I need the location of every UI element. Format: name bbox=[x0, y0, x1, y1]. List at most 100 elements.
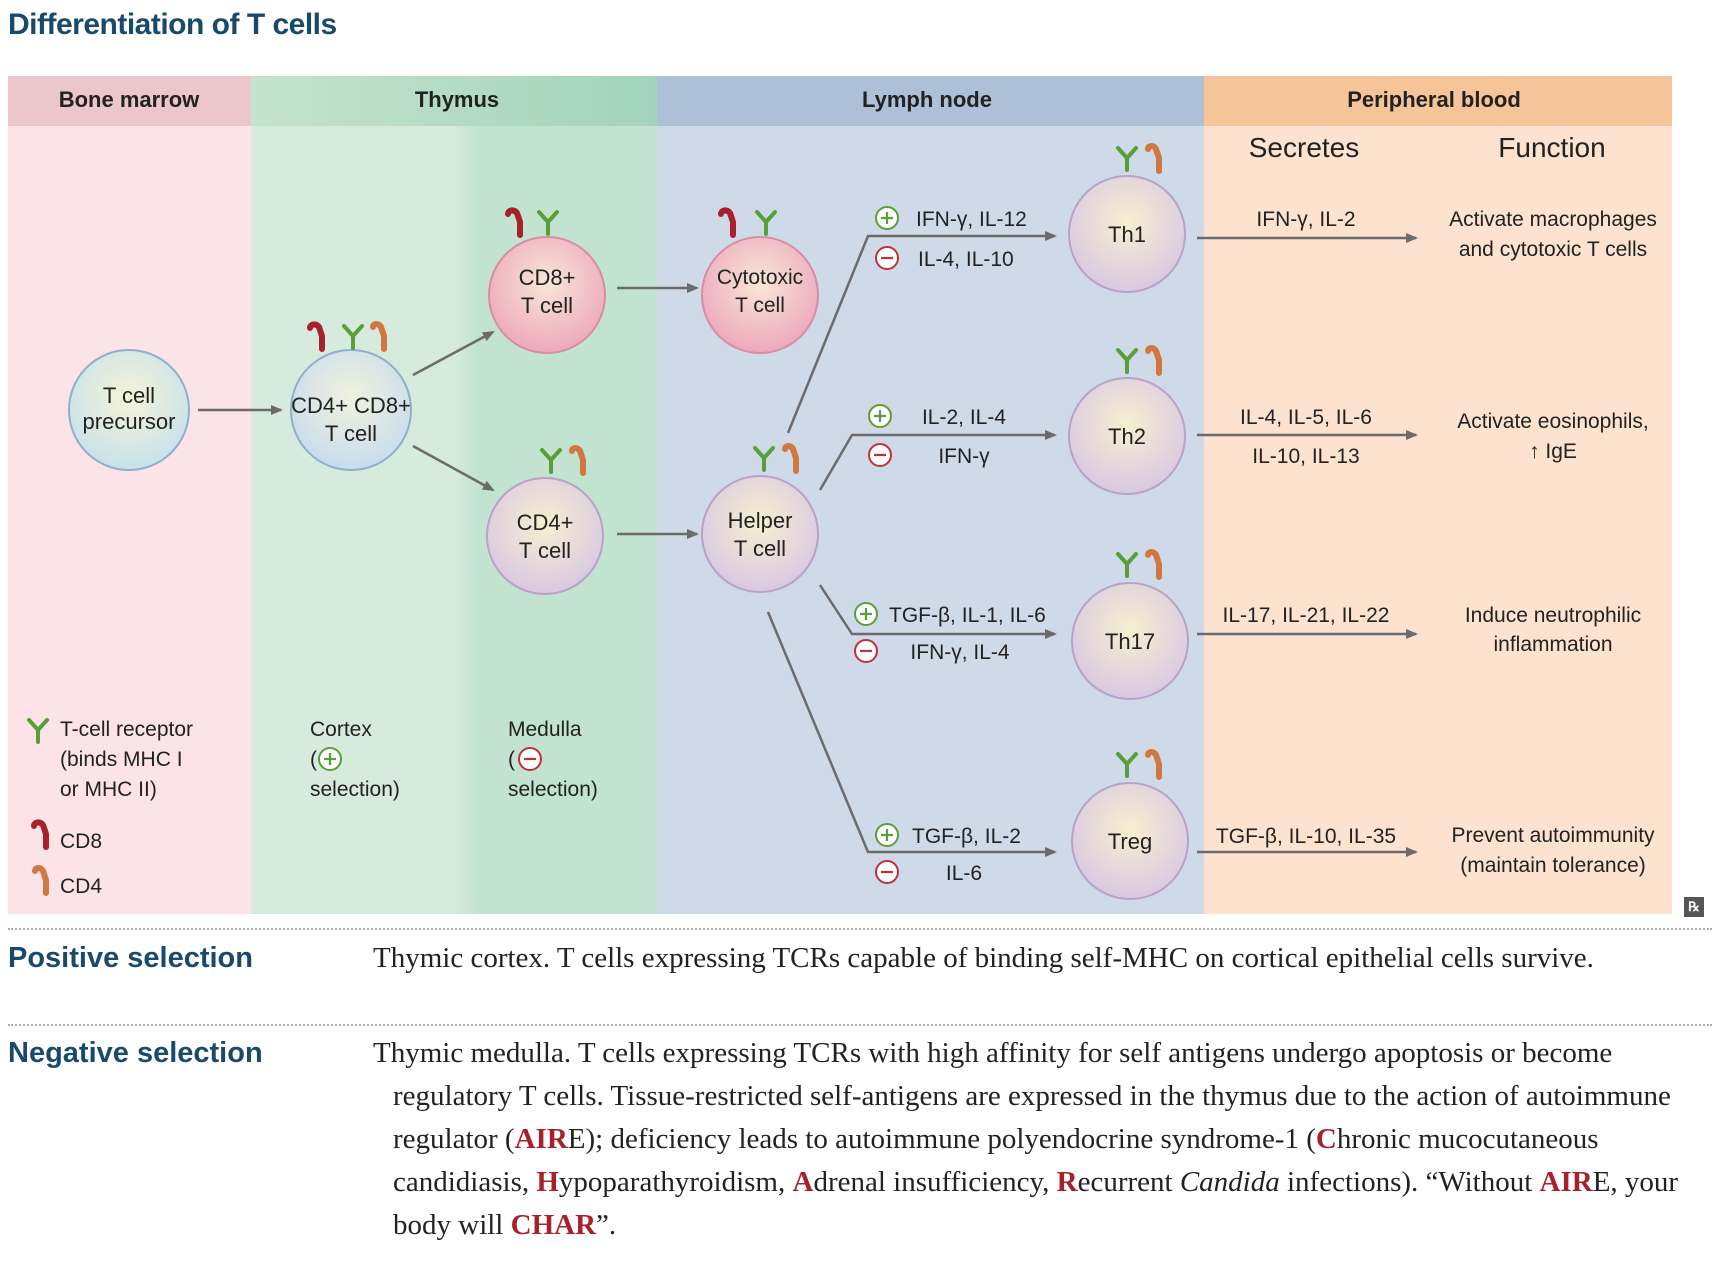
t-cell-precursor: T cell precursor bbox=[68, 349, 190, 471]
lymph-node-header-bar bbox=[657, 76, 1204, 126]
rx-badge: ℞ bbox=[1684, 897, 1704, 917]
t-cell-differentiation-diagram: Bone marrow Thymus Lymph node Peripheral… bbox=[8, 76, 1672, 914]
svg-text:T cell: T cell bbox=[521, 293, 573, 318]
svg-text:precursor: precursor bbox=[83, 409, 176, 434]
svg-text:CD4+ CD8+: CD4+ CD8+ bbox=[291, 393, 411, 418]
svg-text:TGF-β, IL-2: TGF-β, IL-2 bbox=[912, 825, 1021, 848]
minus-icon bbox=[517, 746, 543, 772]
peripheral-blood-header: Peripheral blood bbox=[1347, 87, 1521, 112]
svg-text:(binds MHC I: (binds MHC I bbox=[60, 748, 183, 771]
minus-icon bbox=[867, 442, 893, 468]
arrow-helper-to-th1 bbox=[786, 231, 1057, 434]
arrow-helper-to-treg bbox=[766, 611, 1057, 857]
flow-arrows bbox=[198, 231, 1418, 857]
svg-text:Th2: Th2 bbox=[1108, 424, 1146, 449]
plus-icon bbox=[874, 205, 900, 231]
plus-icon bbox=[317, 746, 343, 772]
svg-text:IL-6: IL-6 bbox=[946, 862, 982, 885]
svg-text:IFN-γ, IL-4: IFN-γ, IL-4 bbox=[910, 641, 1009, 664]
th2-function-line1: Activate eosinophils, bbox=[1457, 410, 1648, 433]
svg-text:CD8+: CD8+ bbox=[519, 265, 576, 290]
svg-text:selection): selection) bbox=[508, 778, 598, 801]
function-column-title: Function bbox=[1498, 132, 1605, 163]
negative-selection-label: Negative selection bbox=[8, 1037, 263, 1069]
th1-function-line2: and cytotoxic T cells bbox=[1459, 238, 1647, 261]
th1-secretes: IFN-γ, IL-2 bbox=[1256, 208, 1355, 231]
plus-icon bbox=[853, 601, 879, 627]
svg-text:T cell: T cell bbox=[519, 538, 571, 563]
positive-selection-label: Positive selection bbox=[8, 942, 253, 974]
divider bbox=[8, 928, 1712, 930]
legend: T-cell receptor (binds MHC I or MHC II) … bbox=[27, 718, 598, 898]
arrow-helper-to-th2 bbox=[818, 430, 1057, 491]
treg-function-line1: Prevent autoimmunity bbox=[1451, 824, 1655, 847]
minus-icon bbox=[853, 638, 879, 664]
th17-secretes: IL-17, IL-21, IL-22 bbox=[1223, 604, 1390, 627]
svg-text:T cell: T cell bbox=[325, 421, 377, 446]
svg-text:(: ( bbox=[310, 748, 317, 771]
treg-cell: Treg bbox=[1071, 752, 1189, 900]
secretes-column-title: Secretes bbox=[1249, 132, 1360, 163]
th17-inducers: TGF-β, IL-1, IL-6 IFN-γ, IL-4 bbox=[853, 601, 1046, 664]
svg-text:IFN-γ, IL-12: IFN-γ, IL-12 bbox=[916, 208, 1027, 231]
treg-function-line2: (maintain tolerance) bbox=[1460, 854, 1646, 877]
th1-inducers: IFN-γ, IL-12 IL-4, IL-10 bbox=[874, 205, 1027, 271]
thymus-header: Thymus bbox=[415, 87, 499, 112]
svg-text:Helper: Helper bbox=[728, 508, 793, 533]
svg-text:Medulla: Medulla bbox=[508, 718, 582, 741]
positive-selection-text: Thymic cortex. T cells expressing TCRs c… bbox=[373, 942, 1594, 974]
thymus-panel bbox=[251, 76, 657, 914]
svg-text:or MHC II): or MHC II) bbox=[60, 778, 157, 801]
arrow-dp-to-cd8 bbox=[412, 330, 495, 377]
svg-text:Treg: Treg bbox=[1108, 829, 1152, 854]
cd4-cd8-double-positive-t-cell: CD4+ CD8+ T cell bbox=[290, 324, 412, 471]
svg-text:CD4: CD4 bbox=[60, 875, 102, 898]
svg-text:Th1: Th1 bbox=[1108, 222, 1146, 247]
plus-icon bbox=[874, 822, 900, 848]
bone-marrow-header: Bone marrow bbox=[59, 87, 200, 112]
negative-selection-text: Thymic medulla. T cells expressing TCRs … bbox=[373, 1037, 1679, 1241]
svg-text:IL-2, IL-4: IL-2, IL-4 bbox=[922, 406, 1006, 429]
svg-text:T cell: T cell bbox=[735, 294, 785, 317]
th17-function-line1: Induce neutrophilic bbox=[1465, 604, 1641, 627]
th2-secretes-line2: IL-10, IL-13 bbox=[1252, 445, 1359, 468]
svg-text:T-cell receptor: T-cell receptor bbox=[60, 718, 193, 741]
divider bbox=[8, 1024, 1712, 1026]
svg-text:selection): selection) bbox=[310, 778, 400, 801]
svg-text:T cell: T cell bbox=[734, 536, 786, 561]
minus-icon bbox=[874, 245, 900, 271]
svg-text:Cytotoxic: Cytotoxic bbox=[717, 266, 803, 289]
th17-function-line2: inflammation bbox=[1493, 633, 1612, 656]
cd4-t-cell: CD4+ T cell bbox=[486, 448, 604, 595]
svg-text:Th17: Th17 bbox=[1105, 629, 1155, 654]
treg-secretes: TGF-β, IL-10, IL-35 bbox=[1216, 825, 1396, 848]
svg-text:Cortex: Cortex bbox=[310, 718, 372, 741]
peripheral-blood-panel bbox=[1204, 76, 1672, 914]
svg-text:CD4+: CD4+ bbox=[517, 510, 574, 535]
th1-cell: Th1 bbox=[1068, 146, 1186, 293]
th2-function-line2: ↑ IgE bbox=[1529, 440, 1577, 463]
treg-inducers: TGF-β, IL-2 IL-6 bbox=[874, 822, 1021, 885]
arrow-dp-to-cd4 bbox=[412, 444, 495, 492]
arrow-helper-to-th17 bbox=[818, 584, 1057, 639]
cd8-t-cell: CD8+ T cell bbox=[488, 210, 606, 354]
svg-text:(: ( bbox=[508, 748, 515, 771]
minus-icon bbox=[874, 859, 900, 885]
svg-text:IFN-γ: IFN-γ bbox=[938, 445, 990, 468]
th2-secretes-line1: IL-4, IL-5, IL-6 bbox=[1240, 406, 1372, 429]
svg-text:CD8: CD8 bbox=[60, 830, 102, 853]
th2-cell: Th2 bbox=[1068, 348, 1186, 495]
bone-marrow-panel bbox=[8, 76, 251, 914]
plus-icon bbox=[867, 403, 893, 429]
peripheral-blood-header-bar bbox=[1204, 76, 1672, 126]
page-title: Differentiation of T cells bbox=[8, 8, 337, 41]
svg-text:T cell: T cell bbox=[103, 383, 155, 408]
bone-marrow-header-bar bbox=[8, 76, 251, 126]
svg-text:TGF-β, IL-1, IL-6: TGF-β, IL-1, IL-6 bbox=[889, 604, 1046, 627]
cytotoxic-t-cell: Cytotoxic T cell bbox=[701, 210, 819, 354]
th17-cell: Th17 bbox=[1071, 552, 1189, 700]
thymus-header-bar bbox=[251, 76, 657, 126]
th1-function-line1: Activate macrophages bbox=[1449, 208, 1657, 231]
lymph-node-header: Lymph node bbox=[862, 87, 992, 112]
th2-inducers: IL-2, IL-4 IFN-γ bbox=[867, 403, 1006, 468]
